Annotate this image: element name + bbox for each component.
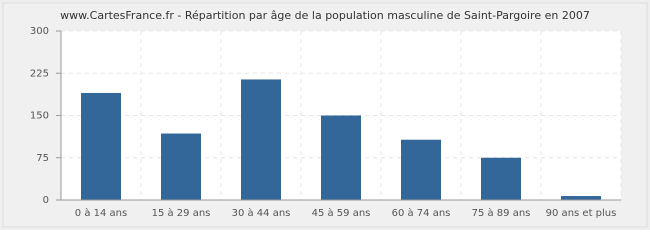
bar [241, 79, 281, 200]
y-tick-label: 75 [36, 153, 49, 164]
chart: www.CartesFrance.fr - Répartition par âg… [0, 0, 650, 230]
x-tick-label: 90 ans et plus [546, 208, 617, 219]
chart-title: www.CartesFrance.fr - Répartition par âg… [60, 9, 590, 22]
bar [401, 139, 441, 200]
bar [561, 196, 601, 200]
x-tick-label: 0 à 14 ans [75, 207, 127, 219]
y-tick-label: 300 [30, 26, 49, 37]
x-tick-label: 45 à 59 ans [312, 207, 371, 219]
bar [81, 92, 121, 200]
y-tick-label: 225 [30, 68, 49, 79]
bar [321, 115, 361, 200]
bar [481, 157, 521, 200]
bar [161, 133, 201, 200]
x-tick-label: 75 à 89 ans [472, 207, 531, 219]
x-tick-label: 60 à 74 ans [392, 207, 451, 219]
x-tick-label: 15 à 29 ans [152, 207, 211, 219]
y-tick-label: 0 [43, 195, 49, 206]
x-tick-label: 30 à 44 ans [232, 207, 291, 219]
y-tick-label: 150 [30, 111, 49, 122]
